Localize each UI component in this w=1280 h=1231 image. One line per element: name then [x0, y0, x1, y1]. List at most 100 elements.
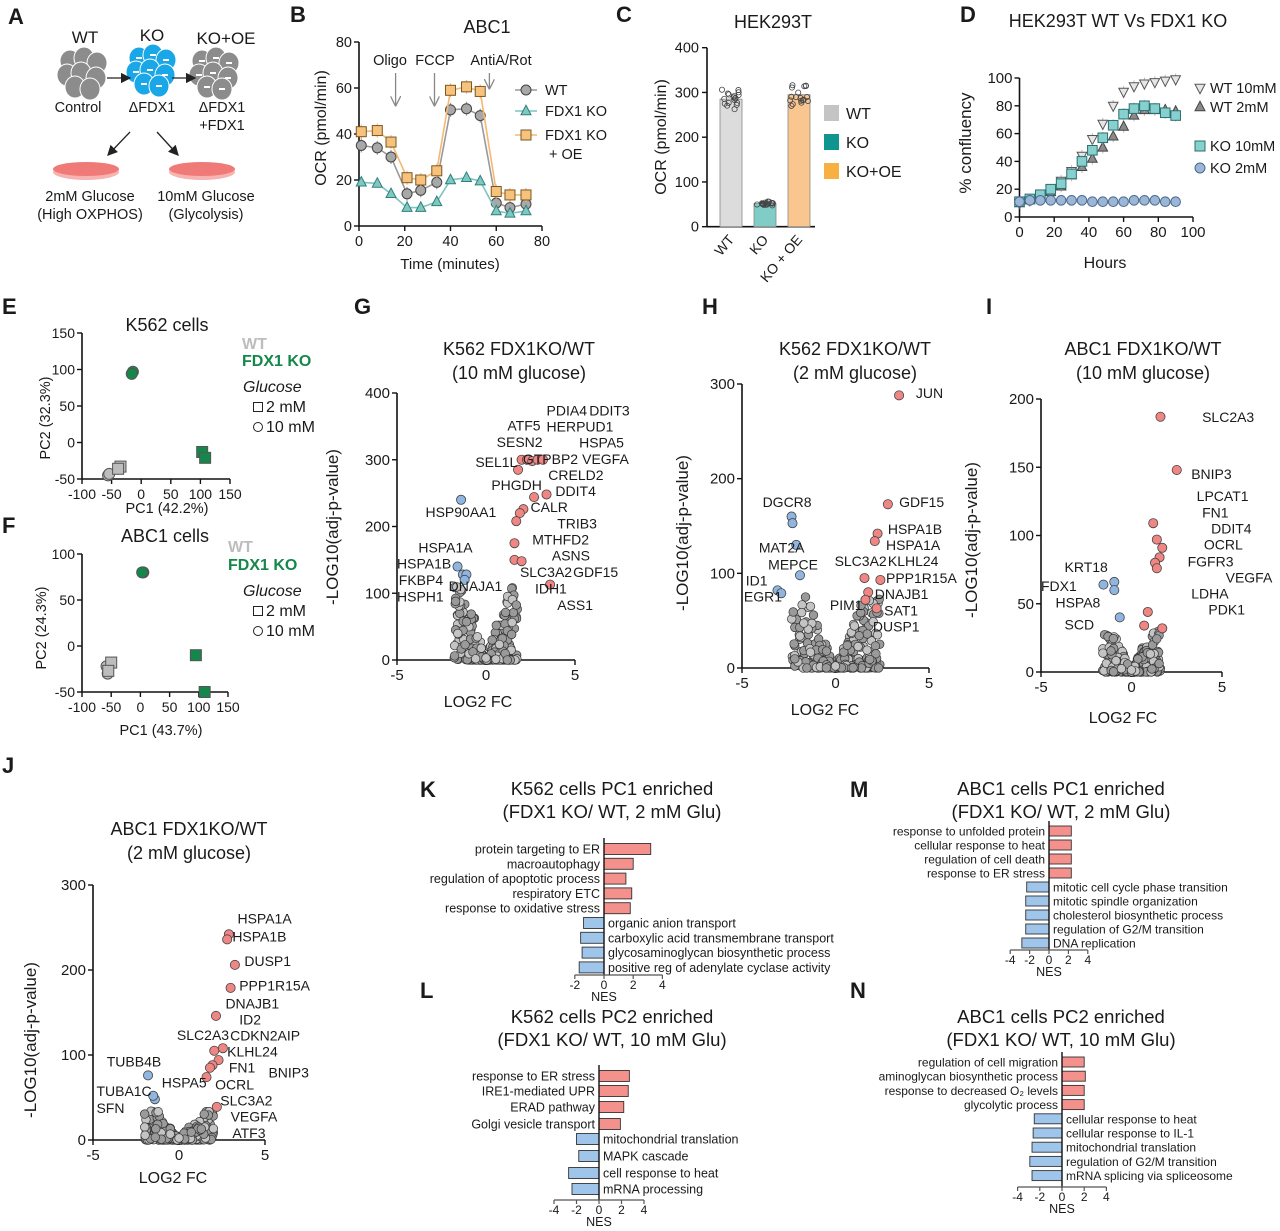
data-point — [520, 189, 532, 201]
x-axis-label: NES — [1036, 965, 1062, 979]
replicate-dot — [802, 82, 809, 89]
panel-letter-b: B — [290, 2, 306, 27]
term-label: regulation of cell death — [924, 853, 1045, 867]
x-tick-label: -5 — [86, 1147, 99, 1164]
chart-title: ABC1 FDX1KO/WT — [110, 819, 267, 839]
gene-label: SLC2A3 — [1202, 409, 1254, 425]
legend-marker — [1194, 100, 1206, 112]
replicate-dot — [735, 89, 742, 96]
data-point — [444, 173, 457, 185]
nes-bar — [603, 843, 652, 855]
panel-letters: A B C D E F G H I J K L M N — [2, 2, 992, 1003]
upregulated-gene-point — [204, 1062, 215, 1073]
replicate-dot — [725, 91, 732, 98]
downregulated-gene-point — [143, 1070, 154, 1081]
data-point — [1117, 87, 1130, 99]
x-tick-label: -2 — [1034, 1190, 1045, 1204]
y-tick-label: 0 — [78, 1132, 86, 1149]
x-tick-label: -5 — [735, 675, 748, 692]
y-axis-label: OCR (pmol/min) — [653, 79, 670, 195]
background-gene-point — [870, 641, 881, 651]
upregulated-gene-point — [1142, 606, 1153, 617]
gene-label: BNIP3 — [1191, 466, 1232, 482]
ko-oe-cell-cluster — [188, 46, 240, 101]
legend-label: KO 10mM — [1210, 139, 1275, 155]
y-tick-label: 0 — [344, 219, 352, 235]
upregulated-gene-point — [875, 574, 886, 585]
x-tick-label: 0 — [482, 667, 490, 684]
legend-square-marker — [253, 606, 263, 616]
panel-letter-c: C — [616, 2, 632, 27]
upregulated-gene-point — [1151, 534, 1162, 545]
replicate-dot — [787, 97, 794, 104]
background-gene-point — [790, 654, 800, 664]
data-point — [1139, 100, 1150, 112]
x-tick-label: -5 — [1034, 679, 1047, 696]
dash-mark — [141, 83, 147, 85]
background-gene-point — [854, 630, 864, 641]
wt-cell-cluster — [56, 46, 108, 101]
x-tick-label: -100 — [68, 486, 96, 502]
upregulated-gene-point — [1171, 464, 1182, 475]
y-tick-label: 50 — [59, 592, 75, 608]
background-gene-point — [491, 654, 501, 664]
legend-marker — [1194, 83, 1206, 95]
y-tick-label: 200 — [61, 962, 86, 979]
gene-label: GTPBP2 — [523, 451, 578, 467]
gene-label: ASNS — [552, 548, 590, 564]
dfdx1-label: ΔFDX1 — [129, 100, 176, 116]
gene-label: FN1 — [229, 1060, 256, 1076]
chart-title: (10 mM glucose) — [452, 363, 586, 383]
replicate-dot — [804, 97, 811, 104]
background-gene-point — [151, 1124, 161, 1134]
gene-label: HSPA1A — [886, 537, 941, 553]
term-label: regulation of G2/M transition — [1066, 1155, 1217, 1169]
term-label: respiratory ETC — [512, 887, 600, 901]
term-label: response to unfolded protein — [893, 825, 1045, 839]
data-point — [1170, 110, 1181, 121]
background-gene-point — [1108, 633, 1118, 644]
background-gene-point — [507, 629, 517, 640]
background-gene-point — [500, 607, 511, 618]
gene-label: ID1 — [746, 573, 768, 589]
gene-label: DUSP1 — [873, 618, 920, 634]
legend-label: FDX1 KO — [545, 104, 607, 120]
y-tick-label: 50 — [1017, 596, 1034, 613]
background-gene-point — [470, 654, 481, 664]
dash-mark — [147, 69, 153, 71]
background-gene-point — [449, 651, 460, 661]
gene-label: HSPA8 — [1055, 594, 1100, 610]
replicate-dot — [735, 87, 742, 94]
replicate-dot — [788, 84, 795, 91]
background-gene-point — [199, 1109, 209, 1119]
background-gene-point — [1147, 664, 1157, 674]
legend-swatch — [824, 163, 839, 179]
x-axis-label: PC1 (43.7%) — [119, 723, 202, 739]
chart-title: ABC1 FDX1KO/WT — [1064, 339, 1221, 359]
gene-label: DNAJB1 — [225, 995, 279, 1011]
y-tick-label: 0 — [67, 435, 75, 451]
x-tick-label: -50 — [101, 486, 121, 502]
gene-label: TUBA1C — [96, 1083, 151, 1099]
legend-2mm: 2 mM — [266, 399, 306, 416]
gene-label: LDHA — [1191, 586, 1229, 602]
data-point — [430, 195, 443, 207]
dash-mark — [156, 85, 162, 87]
data-point — [490, 186, 502, 197]
data-point — [1086, 152, 1098, 163]
gene-label: SFN — [96, 1100, 124, 1116]
x-tick-label: 0 — [1127, 679, 1135, 696]
nes-bar — [598, 1085, 629, 1097]
y-tick-label: 150 — [52, 325, 76, 341]
data-point — [1097, 132, 1109, 144]
x-tick-label: 100 — [187, 699, 211, 715]
gene-label: FN1 — [1202, 504, 1229, 520]
nes-bar — [583, 917, 605, 929]
data-point — [371, 125, 383, 137]
downregulated-gene-point — [787, 518, 798, 529]
legend-label: KO+OE — [846, 164, 902, 181]
chart-c: 0 100 200 300 400 HEK293T OCR (pmol/min) WT KO KO… — [653, 12, 902, 285]
background-gene-point — [453, 628, 463, 639]
